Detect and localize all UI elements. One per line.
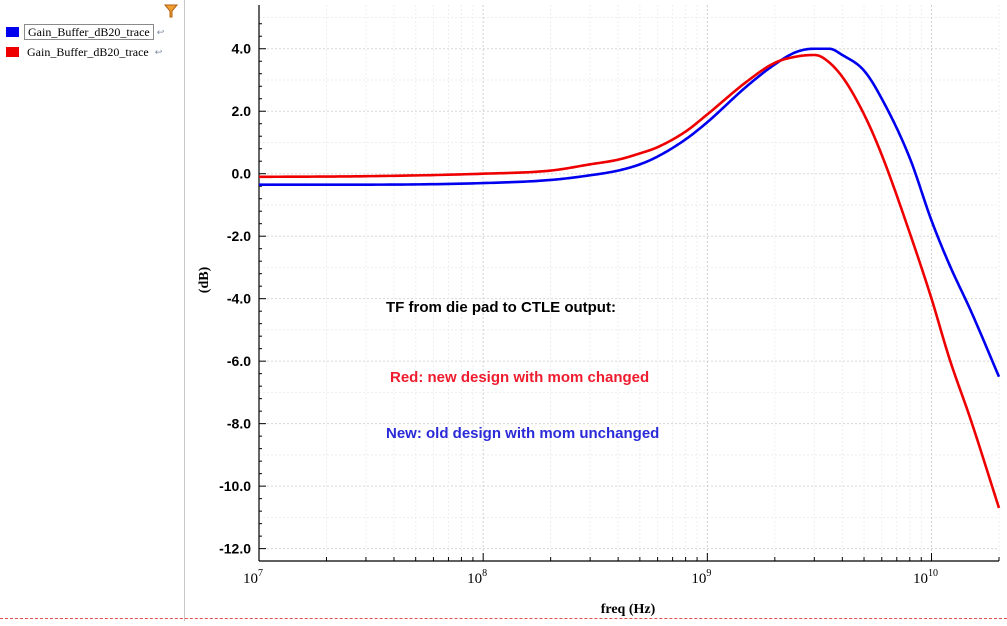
annotation-blue-design: New: old design with mom unchanged — [386, 425, 659, 442]
y-tick-label: 4.0 — [232, 41, 252, 57]
x-axis-label: freq (Hz) — [601, 602, 656, 617]
legend-swatch-red — [6, 47, 19, 57]
grid-lines — [258, 5, 1000, 558]
legend-swatch-blue — [6, 27, 19, 37]
y-tick-label: -4.0 — [227, 291, 251, 307]
y-tick-label: -6.0 — [227, 353, 251, 369]
chart-svg[interactable]: 4.0 2.0 0.0 -2.0 -4.0 -6.0 -8.0 -10.0 -12.0 107 10… — [186, 0, 1007, 621]
annotation-red-design: Red: new design with mom changed — [390, 369, 649, 386]
legend-panel: Gain_Buffer_dB20_trace ↩ Gain_Buffer_dB2… — [0, 0, 185, 621]
status-divider — [0, 618, 1007, 619]
filter-icon[interactable] — [164, 4, 178, 18]
chart-area: 4.0 2.0 0.0 -2.0 -4.0 -6.0 -8.0 -10.0 -12.0 107 10… — [186, 0, 1007, 626]
axes — [258, 5, 1000, 562]
legend-label: Gain_Buffer_dB20_trace — [27, 45, 149, 59]
x-tick-label: 109 — [691, 568, 711, 587]
x-tick-label: 108 — [467, 568, 487, 587]
legend-label: Gain_Buffer_dB20_trace — [24, 24, 154, 40]
series-lines — [258, 47, 1001, 509]
y-tick-label: -12.0 — [219, 541, 251, 557]
y-tick-label: -8.0 — [227, 416, 251, 432]
annotation-title: TF from die pad to CTLE output: — [386, 299, 616, 316]
trace-link-icon[interactable]: ↩ — [156, 26, 165, 37]
tick-labels: 4.0 2.0 0.0 -2.0 -4.0 -6.0 -8.0 -10.0 -12.0 107 10… — [219, 41, 938, 587]
series-line-blue — [259, 47, 1001, 378]
series-line-red — [258, 53, 1001, 509]
y-axis-label: (dB) — [197, 266, 212, 293]
y-tick-label: 2.0 — [232, 103, 252, 119]
y-tick-label: -2.0 — [227, 228, 251, 244]
y-tick-label: 0.0 — [232, 166, 252, 182]
legend-item-blue-trace[interactable]: Gain_Buffer_dB20_trace ↩ — [6, 24, 164, 40]
x-tick-label: 1010 — [913, 568, 938, 587]
x-tick-label: 107 — [243, 568, 263, 587]
trace-link-icon[interactable]: ↩ — [154, 46, 163, 57]
legend-item-red-trace[interactable]: Gain_Buffer_dB20_trace ↩ — [6, 44, 162, 60]
y-tick-label: -10.0 — [219, 478, 251, 494]
